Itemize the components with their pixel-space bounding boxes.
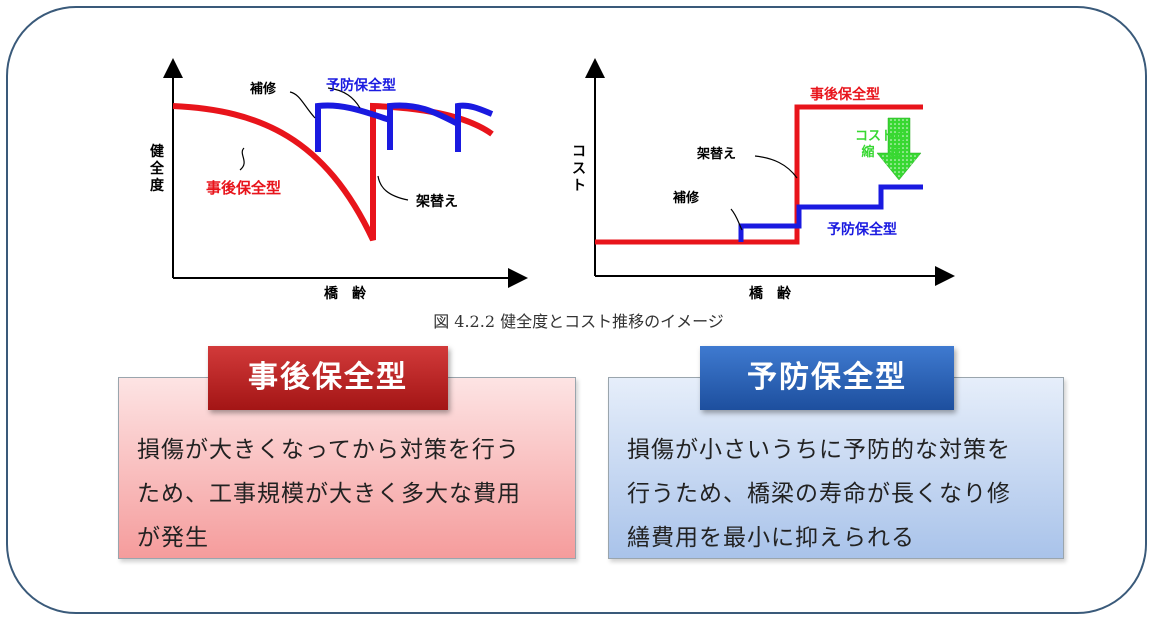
preventive-line-1: 損傷が小さいうちに予防的な対策を	[627, 437, 1011, 463]
annotation-repair: 補修	[249, 81, 277, 97]
annotation-corrective: 事後保全型	[810, 86, 880, 103]
y-axis-label: コスト	[572, 144, 586, 194]
annotation-preventive: 予防保全型	[827, 221, 897, 238]
annotation-replacement: 架替え	[696, 146, 736, 162]
figure-caption: 図 4.2.2 健全度とコスト推移のイメージ	[433, 312, 724, 331]
preventive-title-badge: 予防保全型	[700, 346, 954, 410]
x-axis-label: 橋 齢	[324, 285, 367, 302]
cost-reduction-arrow	[876, 117, 922, 181]
corrective-panel: 損傷が大きくなってから対策を行う ため、工事規模が大きく多大な費用 が発生	[118, 377, 576, 559]
annotation-repair: 補修	[672, 190, 700, 206]
corrective-line-3: が発生	[137, 525, 209, 551]
cost-chart: 事後保全型 架替え 補修 予防保全型 コストの縮 減 コスト 橋 齢	[572, 58, 955, 302]
y-axis-label: 健全度	[149, 143, 165, 194]
series-corrective-line	[595, 104, 923, 245]
series-corrective-line	[172, 102, 494, 242]
preventive-description: 損傷が小さいうちに予防的な対策を 行うため、橋梁の寿命が長くなり修 繕費用を最小…	[627, 428, 1049, 560]
series-preventive-line	[315, 102, 494, 152]
corrective-description: 損傷が大きくなってから対策を行う ため、工事規模が大きく多大な費用 が発生	[137, 428, 561, 560]
preventive-line-3: 繕費用を最小に抑えられる	[627, 525, 915, 551]
corrective-title-badge: 事後保全型	[208, 346, 448, 410]
annotation-preventive: 予防保全型	[326, 77, 396, 94]
annotation-corrective: 事後保全型	[206, 179, 281, 197]
x-axis-label: 橋 齢	[749, 285, 792, 302]
series-preventive-line	[738, 184, 923, 242]
annotation-replacement: 架替え	[415, 193, 458, 210]
preventive-line-2: 行うため、橋梁の寿命が長くなり修	[627, 481, 1011, 507]
annotation-cost-reduction: コストの縮 減	[855, 129, 907, 160]
health-chart: 補修 予防保全型 事後保全型 架替え 健全度 橋 齢	[149, 58, 528, 302]
corrective-line-2: ため、工事規模が大きく多大な費用	[137, 481, 521, 507]
corrective-line-1: 損傷が大きくなってから対策を行う	[137, 437, 520, 463]
